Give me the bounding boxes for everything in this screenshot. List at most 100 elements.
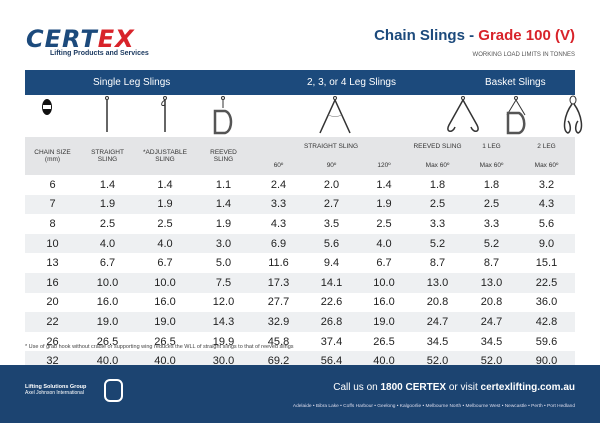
table-cell: 3.3 bbox=[429, 217, 446, 230]
col-2-leg: 2 LEG bbox=[518, 137, 576, 156]
table-cell: 24.7 bbox=[410, 312, 466, 332]
chain-link-icon bbox=[42, 99, 52, 115]
table-cell: 6 bbox=[49, 178, 56, 191]
table-cell: 3.3 bbox=[252, 194, 305, 215]
table-row: 16 10.0 10.0 7.5 17.3 14.1 10.0 13.0 13.0 22.5 bbox=[25, 272, 576, 293]
table-cell: 2.5 bbox=[99, 217, 116, 230]
table-cell: 1.4 bbox=[99, 178, 116, 191]
table-cell: 22.6 bbox=[320, 296, 343, 309]
table-cell: 1.4 bbox=[195, 194, 252, 215]
table-cell: 16.0 bbox=[373, 296, 395, 309]
table-cell: 2.5 bbox=[157, 217, 173, 230]
col-60: 60º bbox=[252, 156, 305, 175]
reeved-sling-icon bbox=[213, 96, 233, 135]
footer: Lifting Solutions Group Axel Johnson Inte… bbox=[0, 365, 600, 423]
col-reeved: REEVED SLING bbox=[195, 137, 252, 175]
two-leg-sling-icon bbox=[319, 96, 351, 134]
table-cell: 4.0 bbox=[358, 233, 411, 254]
col-chain-size: CHAIN SIZE (mm) bbox=[25, 137, 80, 175]
table-row: 20 16.0 16.0 12.0 27.7 22.6 16.0 20.8 20.8 36.0 bbox=[25, 293, 575, 313]
table-cell: 22.5 bbox=[518, 272, 576, 293]
table-cell: 24.7 bbox=[465, 312, 519, 332]
table-cell: 19.0 bbox=[135, 312, 195, 332]
table-cell: 17.3 bbox=[252, 272, 305, 293]
table-cell: 7 bbox=[25, 194, 80, 215]
basket-two-leg-icon bbox=[563, 95, 583, 134]
page-title: Chain Slings - Grade 100 (V) bbox=[374, 27, 575, 44]
table-cell: 34.5 bbox=[426, 335, 449, 348]
table-cell: 9.0 bbox=[518, 233, 576, 254]
table-cell: 26.5 bbox=[96, 335, 119, 348]
table-cell: 9.4 bbox=[323, 257, 340, 270]
table-cell: 19.9 bbox=[212, 335, 235, 348]
table-cell: 1.4 bbox=[157, 178, 173, 191]
table-cell: 2.5 bbox=[410, 194, 466, 215]
col-max60-reeved: Max 60º bbox=[410, 156, 466, 175]
table-row: 7 1.9 1.9 1.4 3.3 2.7 1.9 2.5 2.5 4.3 bbox=[25, 194, 576, 215]
table-cell: 20.8 bbox=[480, 296, 503, 309]
table-cell: 26.5 bbox=[154, 335, 176, 348]
table-cell: 5.0 bbox=[215, 257, 232, 270]
table-cell: 36.0 bbox=[535, 296, 558, 309]
table-cell: 11.6 bbox=[268, 257, 289, 270]
adjustable-sling-icon bbox=[161, 96, 167, 132]
table-cell: 19.0 bbox=[80, 312, 135, 332]
table-cell: 27.7 bbox=[267, 296, 290, 309]
logo-text-b: EX bbox=[97, 25, 135, 53]
table-cell: 20.8 bbox=[426, 296, 449, 309]
table-row: 6 1.4 1.4 1.1 2.4 2.0 1.4 1.8 1.8 3.2 bbox=[25, 175, 575, 195]
table-cell: 6.9 bbox=[252, 233, 305, 254]
title-main: Chain Slings - bbox=[374, 27, 479, 44]
title-grade: Grade 100 (V) bbox=[478, 27, 575, 44]
table-cell: 8.7 bbox=[483, 257, 500, 270]
table-cell: 3.5 bbox=[323, 217, 340, 230]
col-max60-1leg: Max 60º bbox=[465, 156, 519, 175]
table-cell: 10.0 bbox=[135, 272, 195, 293]
table-cell: 7.5 bbox=[195, 272, 252, 293]
table-cell: 59.6 bbox=[535, 335, 558, 348]
band-single: Single Leg Slings bbox=[93, 77, 171, 88]
logo-text-a: CERT bbox=[26, 25, 98, 53]
phone-link[interactable]: 1800 CERTEX bbox=[380, 382, 447, 393]
table-cell: 2.7 bbox=[305, 194, 358, 215]
table-cell: 16.0 bbox=[96, 296, 119, 309]
table-cell: 1.1 bbox=[215, 178, 232, 191]
table-row: 10 4.0 4.0 3.0 6.9 5.6 4.0 5.2 5.2 9.0 bbox=[25, 233, 576, 254]
reeved-two-leg-icon bbox=[447, 96, 479, 132]
table-cell: 45.8 bbox=[267, 335, 290, 348]
band-basket: Basket Slings bbox=[485, 77, 546, 88]
col-120: 120º bbox=[358, 156, 411, 175]
table-cell: 5.6 bbox=[538, 217, 555, 230]
table-cell: 1.8 bbox=[483, 178, 500, 191]
table-cell: 6.7 bbox=[157, 257, 173, 270]
table-cell: 15.1 bbox=[535, 257, 558, 270]
col-straight-sling: STRAIGHT SLING bbox=[252, 137, 411, 156]
table-cell: 5.6 bbox=[305, 233, 358, 254]
table-cell: 2.0 bbox=[323, 178, 340, 191]
wll-table: CHAIN SIZE (mm) STRAIGHT SLING *ADJUSTABLE… bbox=[25, 137, 576, 371]
table-row: 22 19.0 19.0 14.3 32.9 26.8 19.0 24.7 24.7 42.8 bbox=[25, 312, 576, 332]
table-row: 13 6.7 6.7 5.0 11.6 9.4 6.7 8.7 8.7 15.1 bbox=[25, 253, 575, 273]
category-band: Single Leg Slings 2, 3, or 4 Leg Slings … bbox=[25, 70, 575, 95]
table-cell: 42.8 bbox=[518, 312, 576, 332]
table-row: 26 26.5 26.5 19.9 45.8 37.4 26.5 34.5 34.5 59.6 bbox=[25, 332, 575, 352]
table-cell: 5.2 bbox=[410, 233, 466, 254]
table-cell: 2.5 bbox=[465, 194, 519, 215]
website-link[interactable]: certexlifting.com.au bbox=[480, 382, 575, 393]
table-cell: 2.5 bbox=[376, 217, 392, 230]
table-cell: 10.0 bbox=[358, 272, 411, 293]
table-cell: 16.0 bbox=[154, 296, 176, 309]
table-cell: 13.0 bbox=[410, 272, 466, 293]
table-cell: 2.4 bbox=[270, 178, 287, 191]
table-cell: 4.3 bbox=[518, 194, 576, 215]
table-cell: 10 bbox=[25, 233, 80, 254]
table-cell: 10.0 bbox=[80, 272, 135, 293]
table-cell: 8.7 bbox=[429, 257, 446, 270]
table-cell: 3.2 bbox=[538, 178, 555, 191]
table-cell: 37.4 bbox=[320, 335, 343, 348]
badge-icon bbox=[104, 379, 123, 402]
footnote: * Use of grab hook without cradle or sup… bbox=[25, 344, 294, 350]
table-cell: 26.8 bbox=[305, 312, 358, 332]
band-multi: 2, 3, or 4 Leg Slings bbox=[307, 77, 396, 88]
straight-sling-icon bbox=[105, 96, 109, 132]
